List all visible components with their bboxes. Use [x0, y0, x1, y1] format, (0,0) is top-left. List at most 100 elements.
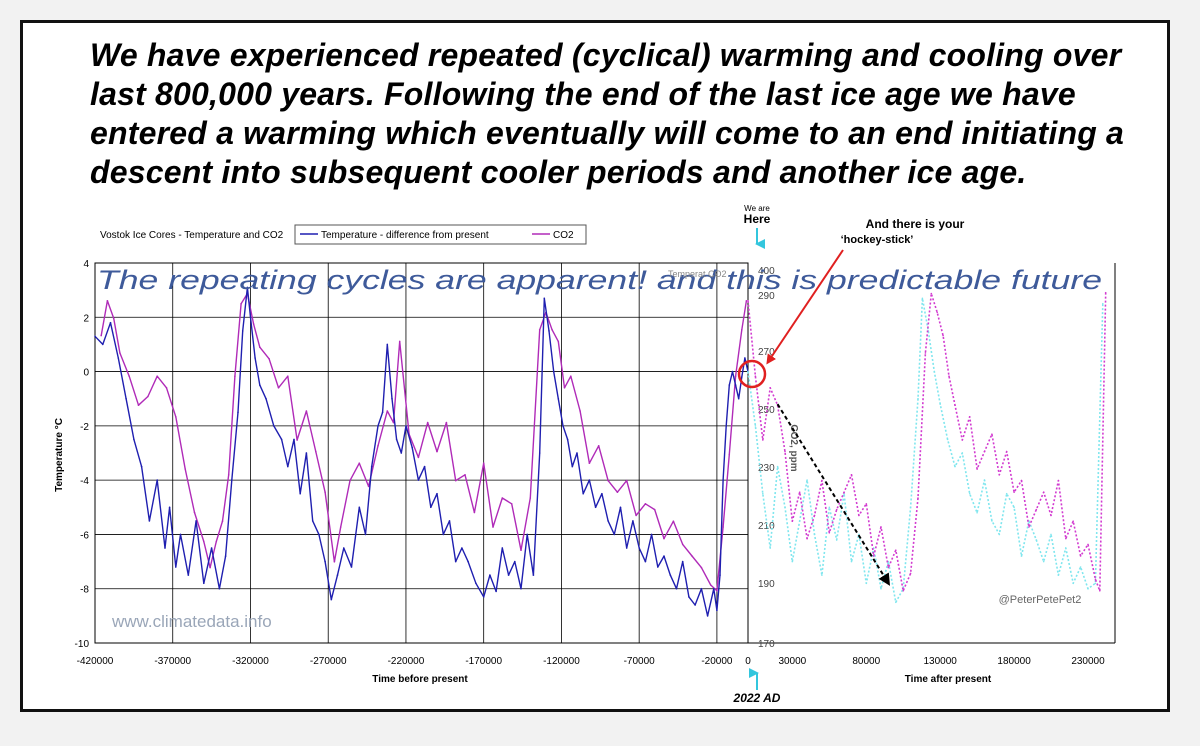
series-temperature-projected-point [991, 520, 993, 522]
series-co2-line-point [252, 323, 255, 325]
series-co2-projected-point [924, 352, 927, 354]
series-temperature-line-point [744, 357, 746, 359]
series-co2-projected-point [769, 387, 771, 389]
series-co2-projected-point [1087, 543, 1089, 546]
series-temperature-line-point [728, 384, 731, 386]
series-temperature-line-point [109, 321, 112, 324]
series-temperature-line-point [719, 574, 721, 576]
series-temperature-line-point [423, 465, 426, 468]
y-tick-label: 0 [83, 368, 89, 379]
hockey-stick-line2: ‘hockey-stick’ [841, 234, 914, 246]
series-temperature-line-point [224, 555, 227, 557]
series-temperature-line-point [632, 520, 634, 522]
series-co2-line-point [277, 387, 280, 389]
series-temperature-projected-point [1087, 587, 1089, 590]
series-temperature-line-point [613, 533, 616, 536]
series-co2-line-point [607, 479, 609, 482]
series-temperature-line-point [305, 452, 308, 454]
series-temperature-projected-point [946, 438, 949, 441]
series-co2-line-point [333, 561, 336, 563]
series-temperature-projected-point [1065, 547, 1067, 549]
series-temperature-line-point [210, 547, 213, 549]
series-temperature-line-point [195, 520, 197, 522]
overlay-faded-label: Temperat CO2 [668, 269, 727, 279]
series-temperature-line-point [713, 587, 715, 590]
series-temperature-line-point [688, 596, 690, 598]
x-axis-label: Time before present [372, 674, 468, 685]
series-co2-line-point [240, 302, 242, 305]
series-co2-line-point [349, 479, 351, 482]
gridlines [95, 262, 748, 644]
series-projected-descent-arrow [776, 403, 891, 586]
series-temperature-line [94, 286, 749, 617]
series-temperature-line-point [231, 479, 233, 481]
series-temperature-projected-point [921, 297, 924, 300]
series-co2-line-point [709, 584, 712, 586]
series-temperature-line-point [722, 479, 724, 481]
series-co2-projected-point [1005, 450, 1008, 453]
series-temperature-line-point [657, 566, 659, 568]
series-co2-line-point [119, 352, 121, 354]
series-co2-projected-point [1042, 491, 1045, 494]
series-temperature-projected-point [1035, 539, 1038, 541]
y-tick-label: 2 [83, 313, 89, 324]
x-tick-label: -120000 [543, 656, 580, 667]
series-co2-line-point [728, 453, 731, 456]
series-temperature-line-point [601, 492, 603, 495]
series-co2-line-point [482, 462, 485, 465]
series-temperature-line-point [700, 587, 703, 590]
series-co2-projected-point [887, 566, 890, 569]
series-temperature-line-point [454, 560, 457, 563]
x-tick-label-future: 130000 [923, 656, 957, 667]
series-co2-projected-point [1013, 491, 1015, 494]
series-temperature-line-point [694, 604, 696, 606]
series-temperature-line-point [203, 582, 205, 585]
series-temperature-line-point [148, 520, 151, 522]
overlay-caption: The repeating cycles are apparent! and t… [97, 265, 1102, 295]
y2-tick-label: 190 [758, 579, 775, 590]
series-temperature-line-point [400, 452, 403, 454]
series-co2-line-point [128, 375, 130, 378]
series-co2-projected-point [813, 514, 816, 517]
series-co2-projected-point [754, 375, 757, 378]
x-tick-label: -270000 [310, 656, 347, 667]
series-co2-projected-point [1057, 479, 1060, 482]
series-co2-line-point [588, 462, 591, 465]
series-co2-projected-point [791, 520, 794, 522]
series-temperature-projected-point [917, 397, 919, 400]
series-temperature-projected-point [1072, 582, 1074, 585]
series-co2-line-point [551, 329, 553, 331]
series-co2-line-point [691, 555, 693, 557]
series-temperature-line-point [117, 357, 120, 359]
x-tick-label: -220000 [388, 656, 425, 667]
series-temperature-projected-point [850, 560, 853, 563]
series-temperature-line-point [650, 533, 653, 536]
series-temperature-line-point [543, 297, 546, 300]
series-co2-line-point [510, 503, 513, 505]
series-co2-line-point [445, 421, 448, 424]
watermark-text: www.climatedata.info [111, 612, 272, 631]
series-temperature-projected-point [998, 533, 1001, 536]
series-co2-projected-point [936, 311, 938, 314]
series-temperature-line-point [482, 596, 485, 598]
series-co2-projected-point [1050, 514, 1052, 517]
series-temperature-line-point [467, 560, 469, 563]
series-co2-line-point [203, 540, 205, 543]
series-co2-projected-point [828, 532, 831, 534]
series-temperature-projected-point [1042, 560, 1045, 563]
series-co2-line-point [700, 566, 703, 569]
series-temperature-line-point [588, 479, 591, 481]
series-co2-line-point [165, 387, 168, 389]
y2-tick-label: 230 [758, 463, 775, 474]
series-temperature-line-point [336, 574, 339, 576]
series-co2-projected-point [1065, 537, 1067, 540]
series-temperature-line-point [364, 533, 367, 536]
series-co2-projected-point [858, 514, 860, 517]
series-temperature-line-point [552, 370, 555, 373]
series-temperature-line-point [140, 465, 143, 468]
series-temperature-projected-point [784, 506, 786, 509]
series-temperature-line-point [731, 370, 734, 373]
x-tick-label: -420000 [77, 656, 114, 667]
series-co2-projected-point [806, 537, 808, 540]
series-co2-projected-point [784, 450, 786, 453]
